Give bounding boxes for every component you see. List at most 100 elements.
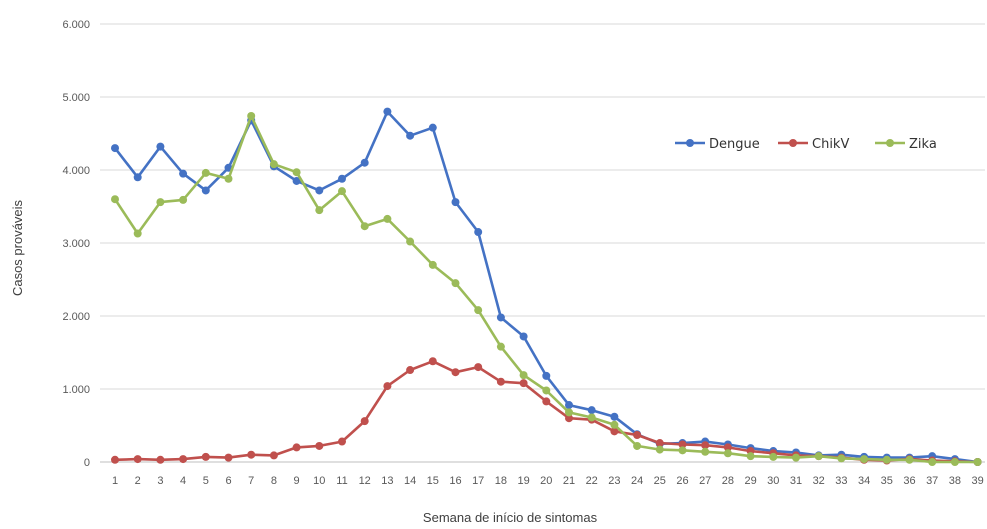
x-tick-label: 36 <box>903 475 915 487</box>
data-point-dengue <box>179 169 188 178</box>
x-tick-label: 6 <box>225 475 231 487</box>
legend-item-chikv: ChikV <box>778 137 849 152</box>
data-point-zika <box>451 279 460 288</box>
legend-label: Zika <box>909 137 937 152</box>
data-point-zika <box>247 111 256 120</box>
x-tick-label: 23 <box>608 475 620 487</box>
x-tick-label: 20 <box>540 475 552 487</box>
data-point-zika <box>360 222 369 231</box>
data-point-chikv <box>723 443 732 452</box>
legend-label: ChikV <box>812 137 849 152</box>
x-tick-label: 34 <box>858 475 870 487</box>
data-point-zika <box>633 441 642 450</box>
data-point-zika <box>837 454 846 463</box>
x-tick-label: 18 <box>495 475 507 487</box>
x-tick-label: 9 <box>294 475 300 487</box>
data-point-dengue <box>383 107 392 116</box>
data-point-zika <box>201 168 210 177</box>
x-tick-label: 14 <box>404 475 416 487</box>
series-dengue <box>111 107 982 466</box>
data-point-zika <box>723 449 732 458</box>
x-tick-label: 38 <box>949 475 961 487</box>
data-point-dengue <box>133 173 142 182</box>
x-tick-label: 2 <box>135 475 141 487</box>
data-point-zika <box>701 447 710 456</box>
data-point-dengue <box>496 313 505 322</box>
x-tick-label: 29 <box>744 475 756 487</box>
data-point-zika <box>224 174 233 183</box>
data-point-chikv <box>655 439 664 448</box>
y-tick-label: 4.000 <box>62 165 90 177</box>
data-point-chikv <box>179 455 188 464</box>
x-tick-label: 7 <box>248 475 254 487</box>
legend-label: Dengue <box>709 137 760 152</box>
legend-swatch-marker <box>686 139 694 147</box>
x-tick-label: 33 <box>835 475 847 487</box>
data-point-zika <box>542 386 551 395</box>
data-point-chikv <box>519 379 528 388</box>
data-point-zika <box>133 229 142 238</box>
gridlines <box>100 23 985 463</box>
data-point-zika <box>655 445 664 454</box>
y-axis-title: Casos prováveis <box>10 199 25 296</box>
data-point-chikv <box>496 377 505 386</box>
data-point-chikv <box>451 368 460 377</box>
x-axis-title: Semana de início de sintomas <box>423 510 598 525</box>
x-tick-label: 30 <box>767 475 779 487</box>
data-point-chikv <box>156 455 165 464</box>
data-point-chikv <box>292 443 301 452</box>
data-point-chikv <box>111 455 119 464</box>
x-tick-label: 37 <box>926 475 938 487</box>
data-point-zika <box>928 458 937 466</box>
x-tick-label: 15 <box>427 475 439 487</box>
data-point-chikv <box>565 414 573 423</box>
data-point-chikv <box>315 441 324 450</box>
legend-item-zika: Zika <box>875 137 937 152</box>
x-tick-label: 21 <box>563 475 575 487</box>
y-tick-label: 1.000 <box>62 384 90 396</box>
y-tick-label: 2.000 <box>62 311 90 323</box>
data-point-dengue <box>315 186 324 195</box>
data-point-zika <box>769 452 778 461</box>
series-line-zika <box>113 114 979 464</box>
legend: Dengue ChikV Zika <box>675 137 937 152</box>
data-point-dengue <box>565 401 573 410</box>
data-point-zika <box>338 187 346 196</box>
x-tick-label: 19 <box>517 475 529 487</box>
x-tick-label: 17 <box>472 475 484 487</box>
data-point-chikv <box>678 440 687 449</box>
y-tick-label: 0 <box>84 457 90 469</box>
x-tick-label: 1 <box>112 475 118 487</box>
data-point-zika <box>950 458 959 466</box>
data-point-zika <box>973 458 982 466</box>
y-tick-label: 6.000 <box>62 19 90 31</box>
data-point-zika <box>315 206 324 215</box>
x-tick-label: 25 <box>654 475 666 487</box>
data-point-dengue <box>542 371 551 380</box>
data-point-dengue <box>474 228 483 237</box>
data-point-chikv <box>201 452 210 461</box>
data-point-chikv <box>383 382 392 391</box>
series-lines <box>111 107 982 466</box>
series-line-dengue <box>113 110 979 464</box>
x-tick-label: 24 <box>631 475 643 487</box>
y-tick-label: 3.000 <box>62 238 90 250</box>
legend-swatch-marker <box>789 139 797 147</box>
x-tick-label: 5 <box>203 475 209 487</box>
data-point-zika <box>860 455 869 464</box>
data-point-dengue <box>201 186 210 195</box>
data-point-zika <box>179 195 188 204</box>
x-tick-label: 27 <box>699 475 711 487</box>
y-tick-label: 5.000 <box>62 92 90 104</box>
data-point-dengue <box>406 131 415 140</box>
x-tick-label: 22 <box>586 475 598 487</box>
x-tick-label: 10 <box>313 475 325 487</box>
data-point-zika <box>746 452 755 461</box>
data-point-zika <box>814 452 823 461</box>
data-point-zika <box>406 237 415 246</box>
x-tick-label: 8 <box>271 475 277 487</box>
legend-item-dengue: Dengue <box>675 137 760 152</box>
x-tick-label: 4 <box>180 475 186 487</box>
data-point-zika <box>882 455 891 464</box>
